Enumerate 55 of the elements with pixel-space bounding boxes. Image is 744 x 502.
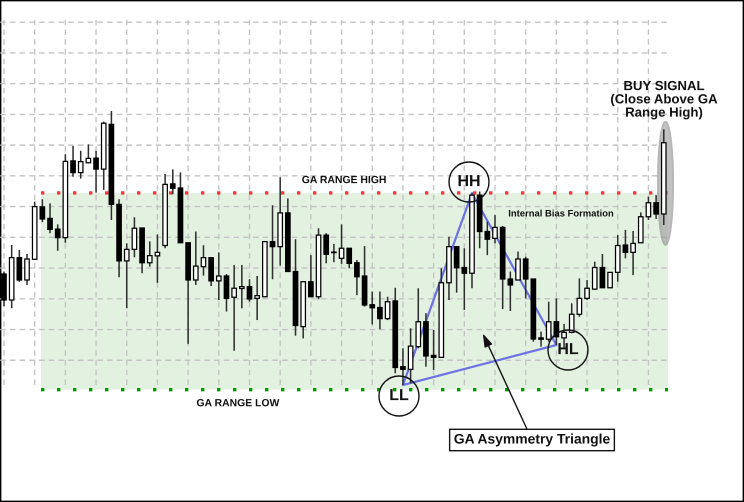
candlestick (70, 145, 76, 178)
candlestick (408, 328, 414, 384)
candlestick (461, 247, 468, 311)
candlestick (646, 196, 652, 221)
candlestick (216, 252, 222, 301)
candlestick (93, 150, 99, 194)
candlestick (576, 278, 582, 318)
candlestick (346, 247, 352, 270)
candlestick (146, 240, 153, 268)
candlestick (568, 302, 575, 334)
candlestick (24, 253, 30, 286)
candlestick (154, 234, 160, 284)
candlestick (584, 279, 590, 301)
candlestick (653, 194, 659, 220)
annotation: BUY SIGNAL (Close Above GA Range High) (611, 80, 718, 120)
candlestick (546, 300, 552, 342)
candlestick (254, 275, 260, 321)
candlestick (78, 150, 84, 180)
candlestick (238, 264, 245, 310)
candlestick (86, 144, 92, 164)
annotation: HL (558, 343, 578, 354)
ref-line-label: GA RANGE HIGH (302, 176, 386, 184)
candlestick (400, 348, 406, 385)
candlestick (515, 250, 521, 281)
candlestick (507, 270, 514, 312)
candlestick (430, 329, 436, 371)
candlestick (200, 244, 206, 276)
candlestick (124, 242, 130, 310)
candlestick (484, 220, 490, 256)
annotation: Internal Bias Formation (508, 210, 614, 217)
candlestick (231, 264, 238, 352)
candlestick (270, 204, 276, 280)
text: LL (390, 389, 408, 400)
candlestick (170, 168, 176, 196)
candlestick (16, 249, 22, 282)
ref-line-label: GA RANGE LOW (196, 398, 280, 406)
candlestick (592, 260, 598, 291)
candlestick (369, 290, 376, 326)
candlestick (492, 214, 498, 244)
candlestick (208, 256, 214, 287)
candlestick (338, 224, 344, 265)
candlestick (454, 246, 460, 294)
candlestick (308, 254, 314, 298)
candlestick (323, 232, 330, 264)
candlestick (40, 198, 46, 223)
annotation: HH (458, 175, 480, 186)
candlestick (246, 278, 252, 302)
candlestick (47, 202, 53, 234)
candlestick (54, 224, 61, 252)
candlestick (522, 256, 529, 300)
text: GA Asymmetry Triangle (454, 433, 610, 447)
candlestick (331, 243, 337, 263)
candlestick (538, 330, 544, 348)
candlestick (224, 273, 230, 312)
candlestick (192, 230, 199, 286)
